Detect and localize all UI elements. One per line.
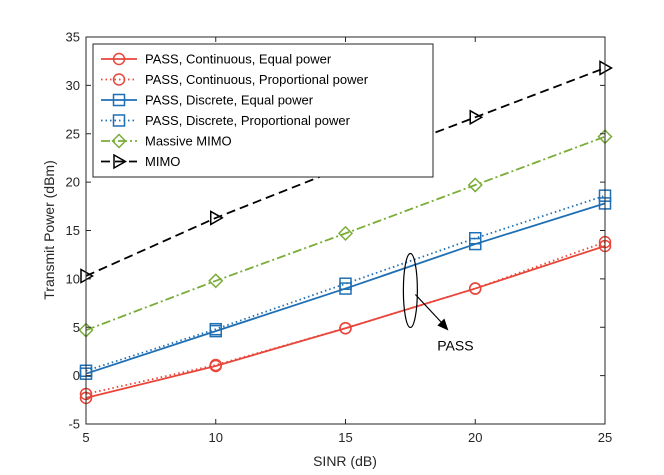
y-tick-label: 0 — [73, 368, 80, 383]
legend-label: PASS, Discrete, Equal power — [145, 93, 314, 108]
y-tick-label: 30 — [66, 78, 80, 93]
y-tick-label: 25 — [66, 126, 80, 141]
legend-label: PASS, Continuous, Proportional power — [145, 72, 369, 87]
series-5-point — [467, 177, 483, 193]
legend-marker — [112, 52, 126, 66]
series-5-line — [85, 135, 606, 331]
y-tick-label: 5 — [73, 320, 80, 335]
series-4-point — [209, 322, 222, 336]
y-tick-label: 15 — [66, 223, 80, 238]
series-2-point — [469, 282, 482, 295]
legend-marker — [112, 73, 126, 86]
y-tick-label: 35 — [66, 30, 80, 45]
x-tick-label: 20 — [468, 430, 482, 445]
legend-label: PASS, Continuous, Equal power — [145, 52, 332, 67]
chart-axes: 5 10 15 20 25 -5 0 5 10 15 20 25 30 35 — [66, 30, 613, 446]
legend-marker — [112, 93, 126, 107]
series-6-point — [469, 109, 484, 126]
series-4-point — [469, 231, 482, 245]
legend-marker — [113, 153, 128, 170]
legend-marker — [111, 133, 127, 149]
x-tick-label: 5 — [82, 430, 89, 445]
legend-label: MIMO — [145, 154, 180, 169]
chart-marks — [78, 60, 614, 405]
legend-label: PASS, Discrete, Proportional power — [145, 113, 351, 128]
legend-entry-5: Massive MIMO — [101, 133, 232, 149]
legend-box — [92, 43, 434, 178]
legend-entry-4: PASS, Discrete, Proportional power — [101, 113, 351, 128]
y-tick-label: 10 — [66, 271, 80, 286]
x-tick-label: 25 — [598, 430, 612, 445]
x-axis-label: SINR (dB) — [313, 453, 377, 469]
x-tick-label: 15 — [338, 430, 352, 445]
series-6-point — [599, 60, 614, 76]
series-4-point — [339, 277, 352, 290]
series-5-point — [337, 225, 354, 241]
pass-arrow-line — [414, 294, 444, 325]
legend-entry-2: PASS, Continuous, Proportional power — [101, 72, 369, 87]
legend-marker — [112, 114, 126, 127]
y-axis-label: Transmit Power (dBm) — [41, 160, 57, 300]
chart-annotations: PASS — [402, 252, 474, 353]
series-6-point — [210, 210, 224, 226]
chart-legend: PASS, Continuous, Equal power PASS, Conti… — [92, 43, 434, 178]
series-2-point — [209, 358, 222, 372]
legend-label: Massive MIMO — [145, 134, 232, 149]
x-tick-label: 10 — [209, 430, 223, 445]
pass-annotation-label: PASS — [437, 337, 473, 353]
legend-entry-6: MIMO — [101, 153, 180, 170]
legend-entry-1: PASS, Continuous, Equal power — [101, 52, 332, 67]
series-1-line — [85, 245, 606, 399]
pass-arrow-head — [437, 318, 449, 331]
y-tick-label: 20 — [66, 175, 80, 190]
pass-group-ellipse — [402, 252, 418, 329]
series-4-line — [85, 194, 606, 372]
series-2 — [79, 235, 612, 401]
y-tick-label: -5 — [68, 417, 80, 432]
legend-entry-3: PASS, Discrete, Equal power — [101, 93, 314, 108]
series-5-point — [208, 273, 224, 289]
series-2-point — [339, 321, 352, 335]
